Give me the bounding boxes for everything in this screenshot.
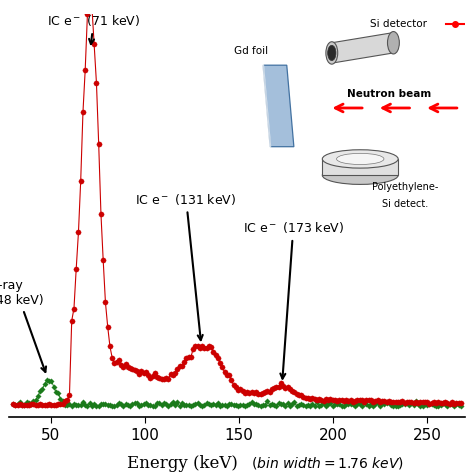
Text: IC e$^-$ (131 keV): IC e$^-$ (131 keV)	[136, 192, 237, 340]
Text: Si detect.: Si detect.	[382, 199, 428, 209]
Ellipse shape	[328, 46, 336, 61]
Text: IC e$^-$ (71 keV): IC e$^-$ (71 keV)	[47, 13, 140, 44]
Ellipse shape	[337, 153, 384, 164]
Text: Gd foil: Gd foil	[234, 46, 268, 56]
Polygon shape	[322, 159, 398, 175]
Text: Si detector: Si detector	[370, 19, 427, 29]
Text: IC e$^-$ (173 keV): IC e$^-$ (173 keV)	[243, 220, 344, 379]
Ellipse shape	[322, 166, 398, 184]
Text: Energy (keV): Energy (keV)	[127, 456, 238, 473]
Text: Polyethylene-: Polyethylene-	[372, 182, 438, 192]
Ellipse shape	[322, 150, 398, 168]
Text: Neutron beam: Neutron beam	[346, 89, 431, 99]
Ellipse shape	[326, 42, 337, 64]
Text: X-ray
(48 keV): X-ray (48 keV)	[0, 279, 46, 372]
Ellipse shape	[387, 32, 399, 54]
Polygon shape	[263, 65, 294, 147]
Polygon shape	[332, 33, 393, 63]
Text: $(bin\ width = 1.76\ keV)$: $(bin\ width = 1.76\ keV)$	[251, 456, 405, 472]
